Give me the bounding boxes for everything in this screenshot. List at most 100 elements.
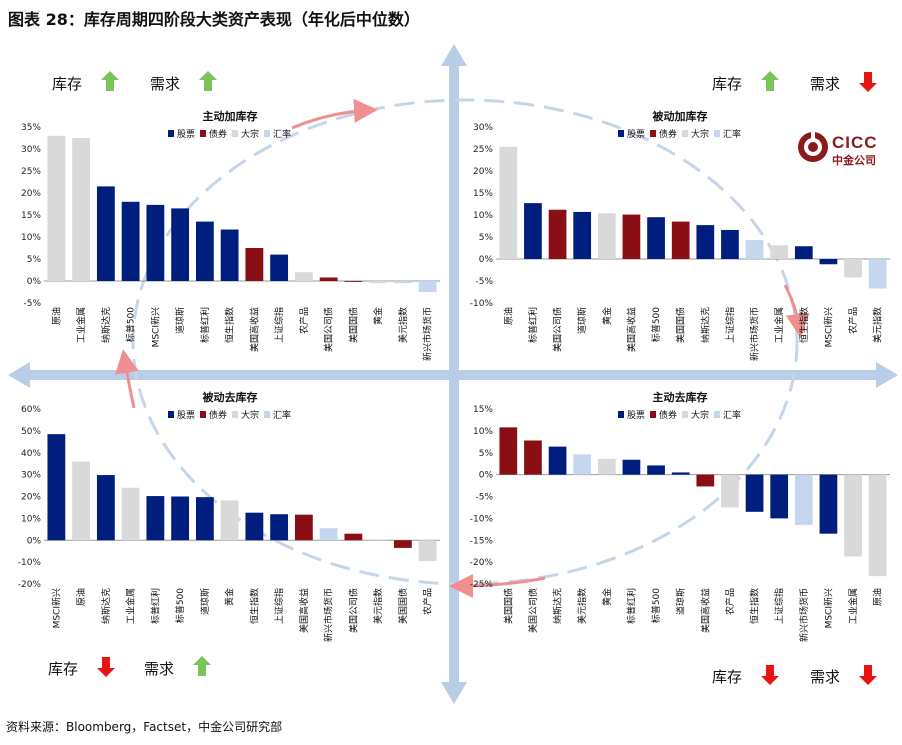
category-label: 新兴市场货币 xyxy=(422,307,434,361)
category-label: 上证综指 xyxy=(273,307,285,343)
bar xyxy=(819,259,838,265)
bar xyxy=(220,229,239,281)
category-label: 美元指数 xyxy=(372,588,384,624)
y-tick-label: 30% xyxy=(21,471,41,481)
bar xyxy=(418,540,437,562)
category-label: 新兴市场货币 xyxy=(323,588,335,642)
category-label: 标普500 xyxy=(650,588,662,623)
y-tick-label: -10% xyxy=(470,299,494,309)
y-tick-label: -5% xyxy=(475,277,493,287)
y-tick-label: 50% xyxy=(21,427,41,437)
category-label: 美元指数 xyxy=(576,588,588,624)
y-tick-label: 10% xyxy=(473,427,493,437)
category-label: 原油 xyxy=(50,307,62,325)
y-tick-label: 10% xyxy=(21,514,41,524)
category-label: 黄金 xyxy=(372,307,384,325)
bar xyxy=(369,540,388,541)
quadrant-axes xyxy=(8,44,898,704)
category-label: 标普红利 xyxy=(625,588,637,624)
category-label: MSCI新兴 xyxy=(149,307,161,347)
y-tick-label: -20% xyxy=(470,558,494,568)
bar xyxy=(794,246,813,259)
y-tick-label: 40% xyxy=(21,449,41,459)
axis-arrow-up-icon xyxy=(441,44,467,66)
indicator-label: 库存 xyxy=(712,668,742,686)
legend-label: 股票 xyxy=(177,410,195,421)
category-label: 纳斯达克 xyxy=(552,588,564,624)
legend-swatch xyxy=(682,130,688,137)
category-label: 道琼斯 xyxy=(174,307,186,334)
figure-title: 图表 28：库存周期四阶段大类资产表现（年化后中位数） xyxy=(8,10,420,29)
arrow-down-icon xyxy=(97,657,115,677)
y-tick-label: 0% xyxy=(27,536,42,546)
cycle-arrow-bottom xyxy=(449,573,546,598)
legend-swatch xyxy=(650,130,656,137)
legend-swatch xyxy=(232,130,238,137)
legend-swatch xyxy=(200,130,206,137)
y-tick-label: 10% xyxy=(21,233,41,243)
bar xyxy=(844,474,862,557)
bar xyxy=(597,458,616,475)
arrow-up-icon xyxy=(199,71,217,91)
category-label: 上证综指 xyxy=(773,588,785,624)
legend-label: 汇率 xyxy=(723,128,741,140)
arrow-up-icon xyxy=(193,656,211,676)
indicator-label: 库存 xyxy=(52,75,82,93)
bar xyxy=(696,474,715,487)
category-label: 道琼斯 xyxy=(576,307,588,334)
y-tick-label: 0% xyxy=(479,471,494,481)
bar xyxy=(418,281,437,292)
legend-swatch xyxy=(264,130,270,137)
bar xyxy=(573,454,592,475)
category-label: 恒生指数 xyxy=(798,307,810,343)
bar xyxy=(647,465,665,475)
chart-title: 被动去库存 xyxy=(203,390,258,404)
legend-label: 大宗 xyxy=(241,128,259,140)
category-label: MSCI新兴 xyxy=(822,588,834,628)
bar xyxy=(393,281,412,284)
bar xyxy=(622,459,641,475)
legend-label: 汇率 xyxy=(723,409,741,421)
legend-swatch xyxy=(714,130,720,137)
legend-label: 债券 xyxy=(209,128,227,140)
y-tick-label: -15% xyxy=(470,536,494,546)
bar xyxy=(72,138,91,281)
y-tick-label: 30% xyxy=(21,145,41,155)
bar xyxy=(745,474,764,512)
category-label: 纳斯达克 xyxy=(100,307,112,343)
y-tick-label: -20% xyxy=(18,580,42,590)
bar xyxy=(245,512,264,541)
bar xyxy=(597,213,616,259)
y-tick-label: 5% xyxy=(479,233,494,243)
y-tick-label: -5% xyxy=(23,299,41,309)
y-tick-label: 25% xyxy=(21,167,41,177)
figure-source: 资料来源：Bloomberg，Factset，中金公司研究部 xyxy=(6,720,283,734)
y-tick-label: 15% xyxy=(21,211,41,221)
legend-label: 大宗 xyxy=(691,128,709,140)
cicc-logo-icon xyxy=(798,131,828,162)
category-label: 纳斯达克 xyxy=(100,588,112,624)
category-label: 道琼斯 xyxy=(675,588,687,615)
arrow-down-icon xyxy=(859,72,877,92)
logo-brand: CICC xyxy=(832,133,878,152)
cycle-arrow-left xyxy=(114,349,139,409)
category-label: 标普500 xyxy=(650,307,662,342)
bar xyxy=(294,272,313,281)
legend-label: 股票 xyxy=(627,129,645,140)
bar xyxy=(499,146,518,259)
legend-label: 汇率 xyxy=(273,128,291,140)
category-label: 工业金属 xyxy=(773,307,785,343)
category-label: 纳斯达克 xyxy=(699,307,711,343)
legend-swatch xyxy=(168,411,174,418)
legend-swatch xyxy=(714,411,720,418)
category-label: 美国国债 xyxy=(675,307,687,343)
category-label: 上证综指 xyxy=(273,588,285,624)
category-label: 农产品 xyxy=(422,588,434,615)
indicator-label: 库存 xyxy=(48,660,78,678)
cycle-arrow-top xyxy=(291,98,378,130)
category-label: 上证综指 xyxy=(724,307,736,343)
legend-swatch xyxy=(618,411,624,418)
